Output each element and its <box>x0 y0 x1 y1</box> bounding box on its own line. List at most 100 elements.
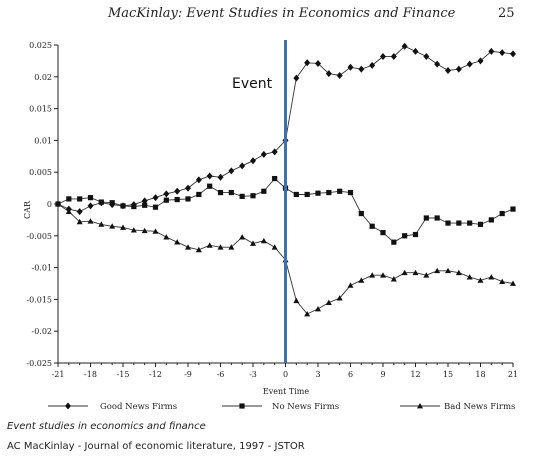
triangle-marker <box>185 244 191 250</box>
y-tick-label: 0.025 <box>29 41 52 50</box>
diamond-marker <box>390 52 397 60</box>
y-tick-label: -0.005 <box>26 232 52 241</box>
x-tick-label: 18 <box>475 370 485 379</box>
triangle-marker <box>260 237 267 244</box>
triangle-marker <box>499 278 506 284</box>
diamond-marker <box>445 66 451 74</box>
series-square <box>55 175 516 245</box>
event-annotation: Event <box>232 40 287 363</box>
square-marker <box>337 188 343 194</box>
triangle-marker <box>293 297 300 304</box>
square-marker <box>228 189 234 196</box>
square-marker <box>499 210 505 217</box>
diamond-marker <box>499 49 506 57</box>
triangle-marker <box>271 244 278 250</box>
triangle-marker <box>315 305 321 312</box>
square-marker <box>109 200 115 206</box>
triangle-marker <box>109 223 116 229</box>
square-marker <box>477 221 484 227</box>
x-tick-label: 15 <box>443 370 453 379</box>
diamond-marker <box>423 52 430 60</box>
x-tick-label: -15 <box>117 370 130 379</box>
y-tick-label: 0.02 <box>34 73 52 82</box>
diamond-marker <box>293 74 300 82</box>
square-marker <box>369 223 375 229</box>
triangle-marker <box>347 282 354 288</box>
y-tick-label: 0.005 <box>29 168 52 177</box>
x-tick-label: 12 <box>410 370 420 379</box>
square-marker <box>185 196 191 202</box>
square-marker <box>315 190 321 196</box>
triangle-marker <box>336 295 343 301</box>
triangle-marker <box>380 272 386 278</box>
square-marker <box>391 239 397 245</box>
event-label: Event <box>232 76 273 92</box>
diamond-marker <box>358 65 365 73</box>
triangle-marker <box>195 246 202 253</box>
square-marker <box>120 203 126 209</box>
square-marker <box>66 196 72 202</box>
diamond-marker <box>195 176 202 184</box>
triangle-marker <box>65 208 72 215</box>
square-marker <box>434 215 440 221</box>
triangle-marker <box>445 267 451 274</box>
square-marker <box>217 189 224 196</box>
diamond-marker <box>488 47 495 55</box>
diamond-marker <box>185 184 191 192</box>
diamond-marker <box>325 70 332 78</box>
diamond-marker <box>336 72 343 80</box>
diamond-marker <box>347 63 354 71</box>
diamond-marker <box>174 187 181 195</box>
x-tick-label: -12 <box>149 370 162 379</box>
diamond-marker <box>466 60 473 68</box>
triangle-marker <box>455 269 462 276</box>
y-tick-label: -0.025 <box>26 359 52 368</box>
car-event-chart: 0.025 0.02 0.015 0.01 0.005 0 -0.005 -0.01 -0.01… <box>23 40 518 412</box>
diamond-marker <box>434 60 441 68</box>
x-tick-label: -21 <box>52 370 65 379</box>
x-tick-label: 3 <box>315 370 320 379</box>
triangle-marker <box>466 274 473 280</box>
diamond-marker <box>65 402 71 410</box>
diamond-marker <box>87 202 94 210</box>
diamond-marker <box>76 208 83 216</box>
triangle-marker <box>358 277 365 283</box>
triangle-marker <box>120 224 126 230</box>
square-marker <box>239 403 245 409</box>
diamond-marker <box>260 150 267 158</box>
square-marker <box>467 220 473 226</box>
legend-label: Bad News Firms <box>444 402 515 412</box>
diamond-marker <box>304 59 311 67</box>
square-marker <box>272 175 278 182</box>
square-marker <box>423 215 429 221</box>
triangle-marker <box>412 269 419 276</box>
triangle-marker <box>423 272 430 278</box>
triangle-marker <box>87 218 94 224</box>
triangle-marker <box>401 269 408 276</box>
x-tick-label: 21 <box>508 370 518 379</box>
square-marker <box>445 220 451 226</box>
diamond-marker <box>369 61 376 69</box>
square-marker <box>326 189 332 196</box>
y-tick-label: -0.02 <box>31 327 52 336</box>
y-axis-title: CAR <box>23 200 32 219</box>
triangle-marker <box>239 234 246 240</box>
triangle-marker <box>434 267 441 274</box>
x-tick-label: -6 <box>217 370 225 379</box>
triangle-marker <box>510 280 516 286</box>
square-marker <box>87 195 94 201</box>
diamond-marker <box>510 50 516 58</box>
page-number: 25 <box>498 6 515 21</box>
triangle-marker <box>488 274 495 280</box>
diamond-marker <box>152 194 159 202</box>
triangle-marker <box>217 244 224 250</box>
x-tick-label: 9 <box>380 370 385 379</box>
square-marker <box>131 203 137 210</box>
square-marker <box>347 189 354 196</box>
diamond-marker <box>163 190 170 198</box>
y-tick-label: -0.015 <box>26 295 52 304</box>
x-tick-label: 6 <box>348 370 353 379</box>
legend-entry: Bad News Firms <box>400 402 515 412</box>
legend-label: No News Firms <box>272 402 339 412</box>
square-marker <box>207 183 213 189</box>
